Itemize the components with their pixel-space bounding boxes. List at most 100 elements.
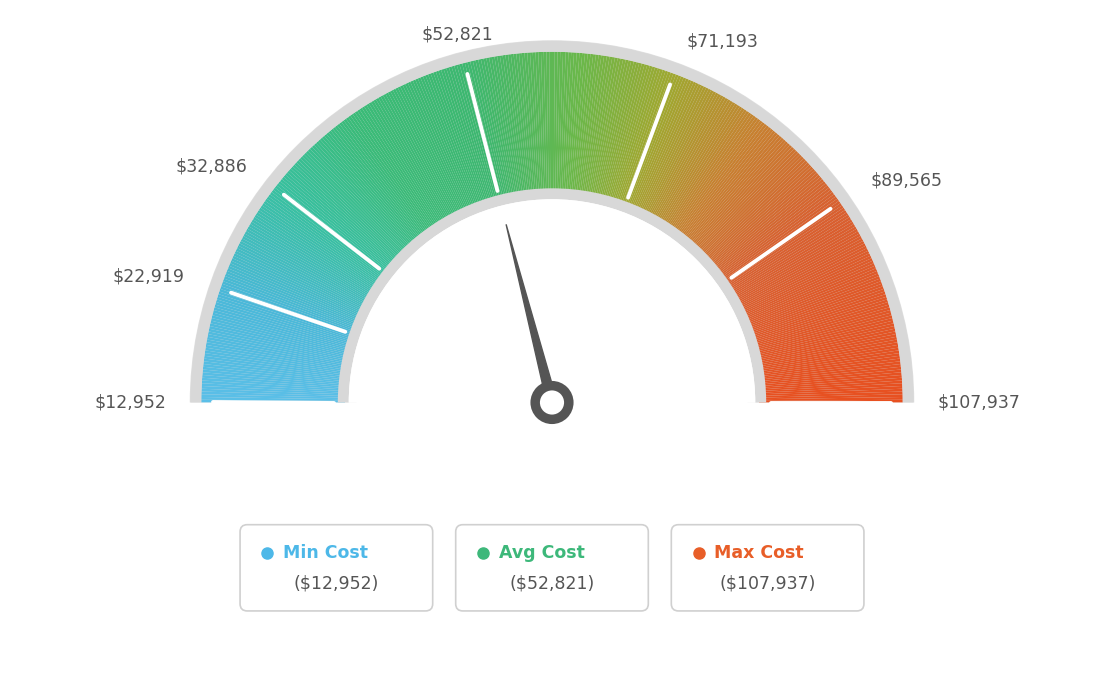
Wedge shape: [202, 375, 346, 388]
Wedge shape: [691, 143, 790, 250]
Wedge shape: [758, 386, 902, 395]
Wedge shape: [580, 55, 602, 197]
Wedge shape: [298, 159, 403, 259]
Wedge shape: [215, 302, 353, 345]
Wedge shape: [241, 238, 369, 307]
Wedge shape: [696, 150, 798, 255]
Wedge shape: [757, 353, 900, 375]
Wedge shape: [227, 266, 361, 324]
Wedge shape: [202, 369, 346, 384]
Wedge shape: [211, 318, 351, 354]
Wedge shape: [556, 52, 563, 195]
Wedge shape: [740, 256, 872, 317]
Wedge shape: [681, 129, 774, 242]
Wedge shape: [617, 70, 666, 207]
Wedge shape: [597, 60, 631, 201]
Wedge shape: [348, 115, 433, 234]
Text: Min Cost: Min Cost: [284, 544, 369, 562]
Wedge shape: [730, 221, 853, 297]
FancyBboxPatch shape: [240, 524, 433, 611]
Wedge shape: [656, 99, 731, 224]
Wedge shape: [672, 117, 758, 235]
Wedge shape: [210, 324, 350, 357]
Wedge shape: [708, 170, 817, 267]
Wedge shape: [341, 120, 429, 237]
Wedge shape: [284, 175, 394, 269]
Wedge shape: [289, 168, 397, 266]
Wedge shape: [594, 59, 626, 200]
Wedge shape: [240, 241, 369, 308]
Wedge shape: [354, 111, 437, 231]
Wedge shape: [302, 155, 405, 257]
Wedge shape: [495, 56, 520, 198]
Wedge shape: [388, 91, 457, 219]
Wedge shape: [751, 307, 890, 348]
Wedge shape: [282, 177, 393, 270]
Wedge shape: [214, 307, 353, 348]
Wedge shape: [638, 84, 701, 215]
Wedge shape: [440, 69, 488, 206]
Wedge shape: [726, 215, 850, 293]
Wedge shape: [316, 141, 414, 249]
Wedge shape: [428, 73, 480, 209]
Wedge shape: [343, 119, 431, 236]
Wedge shape: [755, 331, 896, 362]
Wedge shape: [489, 57, 517, 199]
Wedge shape: [539, 52, 545, 196]
Wedge shape: [758, 369, 902, 384]
Wedge shape: [223, 279, 359, 331]
Wedge shape: [444, 68, 489, 206]
Wedge shape: [552, 52, 554, 195]
Wedge shape: [201, 394, 346, 400]
Wedge shape: [339, 122, 427, 238]
Wedge shape: [208, 331, 349, 362]
Wedge shape: [467, 61, 503, 201]
Wedge shape: [268, 194, 385, 281]
Wedge shape: [265, 199, 383, 284]
Wedge shape: [225, 273, 360, 328]
Wedge shape: [213, 310, 352, 349]
Wedge shape: [743, 266, 877, 324]
Wedge shape: [733, 231, 859, 303]
Wedge shape: [328, 130, 422, 243]
Text: ($12,952): ($12,952): [294, 575, 379, 593]
Wedge shape: [425, 75, 479, 210]
Wedge shape: [555, 52, 560, 195]
Wedge shape: [330, 129, 423, 242]
Wedge shape: [506, 55, 527, 197]
Wedge shape: [640, 85, 704, 216]
Wedge shape: [232, 256, 364, 317]
Wedge shape: [478, 59, 510, 200]
Wedge shape: [208, 334, 349, 364]
Wedge shape: [280, 179, 393, 272]
Wedge shape: [693, 147, 794, 253]
Wedge shape: [497, 56, 521, 198]
Wedge shape: [566, 52, 580, 196]
Wedge shape: [300, 157, 404, 259]
Wedge shape: [243, 233, 371, 304]
Wedge shape: [258, 208, 380, 289]
Wedge shape: [201, 397, 346, 401]
Wedge shape: [673, 119, 761, 236]
Wedge shape: [749, 291, 885, 339]
Wedge shape: [612, 66, 655, 205]
Wedge shape: [327, 132, 420, 244]
Wedge shape: [757, 359, 901, 378]
Wedge shape: [318, 139, 415, 248]
Wedge shape: [754, 326, 895, 359]
Wedge shape: [206, 337, 349, 365]
Wedge shape: [304, 152, 406, 256]
Wedge shape: [563, 52, 574, 196]
Wedge shape: [732, 228, 858, 302]
Wedge shape: [722, 203, 842, 286]
Wedge shape: [393, 89, 459, 218]
Wedge shape: [500, 55, 523, 198]
Circle shape: [540, 391, 564, 415]
Wedge shape: [737, 248, 868, 313]
Wedge shape: [415, 79, 473, 212]
Wedge shape: [254, 215, 378, 293]
Wedge shape: [528, 52, 539, 196]
Wedge shape: [362, 106, 442, 228]
Wedge shape: [629, 77, 687, 211]
Wedge shape: [275, 186, 390, 275]
